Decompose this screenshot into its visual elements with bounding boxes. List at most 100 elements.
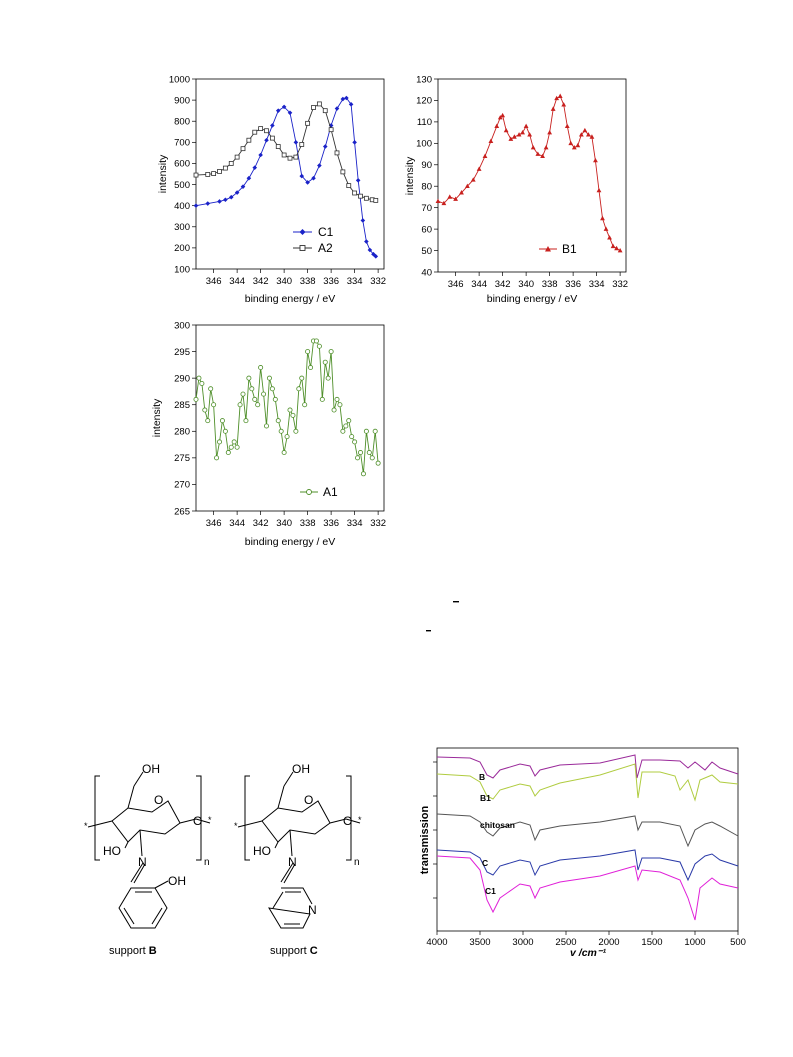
structure-support-b-labels: OH O O HO N OH n * * support B [84,762,212,957]
label-n: N [138,855,147,869]
data-point-a2 [275,144,281,149]
x-tick-label: 344 [229,276,245,287]
data-point-c1 [317,163,322,168]
label-star-right: * [358,815,362,825]
data-point-c1 [193,203,199,208]
label-subscript-n: n [354,857,360,868]
y-tick-label: 300 [174,222,190,233]
legend: A1 [300,485,338,499]
data-point-a1 [334,396,340,402]
xps-chart-b1: 346 344 342 340 338 336 334 332 40 50 60 70 80 90 100 1… [404,74,628,305]
data-point-c1 [322,144,328,149]
y-tick-label: 1000 [169,74,190,85]
xps-chart-a1: 346 344 342 340 338 336 334 332 265 270 275 280 285 2… [151,320,386,548]
bracket-right [196,775,202,861]
data-point-a1 [296,386,302,392]
data-point-a1 [208,386,214,392]
data-point-a1 [199,380,205,386]
data-point-a2 [328,127,334,133]
data-point-a2 [373,197,379,203]
data-point-a1 [269,386,275,392]
ir-curve-chitosan [436,813,739,848]
data-point-a1 [331,407,337,413]
data-point-c1 [373,254,379,259]
ir-label-b: B [479,772,485,782]
pyranose-ring [261,800,331,843]
label-star-left: * [84,821,88,831]
data-point-b1 [494,123,500,128]
bond [280,862,294,883]
data-point-b1 [459,190,464,195]
data-point-a1 [255,402,261,408]
data-point-a1 [363,428,369,434]
series-line-a1 [195,340,379,474]
data-point-c1 [205,201,211,206]
data-point-c1 [355,178,361,183]
y-axis-label: intensity [404,156,416,195]
x-tick-label: 342 [253,276,269,287]
caption-support-b: support B [109,945,157,957]
data-point-a2 [264,128,269,134]
x-tick-label: 332 [370,276,386,287]
y-tick-label: 100 [174,264,190,275]
data-point-a1 [196,375,202,381]
y-tick-label: 90 [421,160,432,171]
data-point-c1 [305,180,310,185]
data-point-a1 [202,407,208,413]
data-point-b1 [554,95,560,101]
legend-label-c1: C1 [318,225,334,239]
data-point-a1 [231,439,237,445]
bracket-left [94,775,100,861]
data-point-b1 [543,145,549,150]
data-point-b1 [447,194,453,199]
data-point-b1 [575,142,581,148]
data-point-b1 [557,93,563,98]
data-point-b1 [520,130,525,135]
data-point-b1 [453,196,459,201]
structure-support-b [87,771,211,929]
y-tick-label: 265 [174,506,190,517]
label-star-right: * [208,815,212,825]
data-point-a1 [211,402,217,408]
y-tick-label: 60 [421,224,432,235]
label-ring-o: O [154,793,163,807]
data-point-b1 [610,243,616,249]
data-point-a1 [299,375,305,381]
data-point-b1 [530,145,536,150]
bond [274,841,279,849]
data-point-a1 [302,402,308,408]
data-point-a2 [252,129,258,135]
data-point-a1 [284,434,290,440]
x-tick-label: 340 [276,518,292,529]
data-point-a1 [252,396,258,402]
y-tick-label: 200 [174,243,190,254]
y-tick-label: 280 [174,427,190,438]
ir-label-b1: B1 [480,793,491,803]
data-point-c1 [371,251,376,257]
structure-support-c [237,771,361,929]
data-point-a1 [287,407,293,413]
data-point-a1 [343,423,349,429]
bond [124,841,129,849]
data-point-a1 [237,402,243,408]
data-point-c1 [334,106,340,111]
x-tick-label: 2500 [555,937,576,948]
x-tick-label: 336 [323,276,339,287]
y-tick-label: 900 [174,95,190,106]
data-point-b1 [600,215,605,221]
data-point-a2 [363,195,369,201]
data-point-c1 [234,190,240,195]
bond [127,785,135,809]
x-tick-label: 340 [518,279,534,290]
y-tick-label: 600 [174,159,190,170]
bond [195,818,211,824]
y-tick-label: 275 [174,453,190,464]
data-point-a1 [325,375,331,381]
x-tick-label: 346 [448,279,464,290]
bond [272,891,284,909]
y-tick-label: 120 [416,96,432,107]
y-tick-label: 285 [174,400,190,411]
data-point-b1 [482,153,488,158]
ir-label-c1: C1 [485,886,496,896]
data-point-a1 [234,444,240,450]
